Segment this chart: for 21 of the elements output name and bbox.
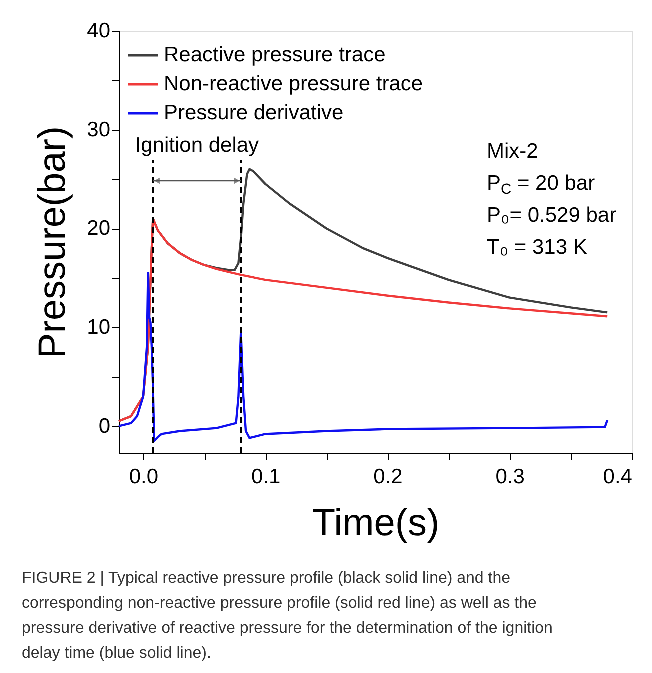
legend-label: Reactive pressure trace — [164, 44, 386, 66]
y-axis-title: Pressure(bar) — [32, 126, 74, 359]
annotation: Ignition delay — [135, 134, 260, 157]
y-tick-label: 40 — [87, 20, 110, 42]
y-tick-label: 30 — [87, 118, 110, 142]
x-tick-label: 0.2 — [374, 466, 403, 488]
line-series — [118, 272, 609, 442]
annotation: Mix-2 — [487, 140, 538, 163]
x-axis-title: Time(s) — [312, 502, 440, 544]
x-tick-label: 0.3 — [496, 466, 525, 488]
y-tick-label: 20 — [87, 217, 110, 240]
annotation: P₀= 0.529 bar — [487, 204, 617, 227]
annotation: T₀ = 313 K — [487, 236, 588, 259]
y-tick-label: 10 — [87, 316, 110, 339]
x-tick-label: 0.4 — [603, 466, 633, 488]
x-tick-label: 0.1 — [251, 466, 281, 488]
legend-label: Pressure derivative — [164, 102, 344, 124]
x-tick-label: 0.0 — [129, 466, 159, 488]
caption: FIGURE 2 | Typical reactive pressure profile (black solid line) and the corresponding non-reactive pressure profile (solid red line) as well as the pressure derivative of reactive pressure for the determination of the ignition delay time (blue solid line). — [22, 570, 553, 662]
y-tick-label: 0 — [98, 414, 110, 438]
legend-label: Non-reactive pressure trace — [164, 72, 424, 96]
